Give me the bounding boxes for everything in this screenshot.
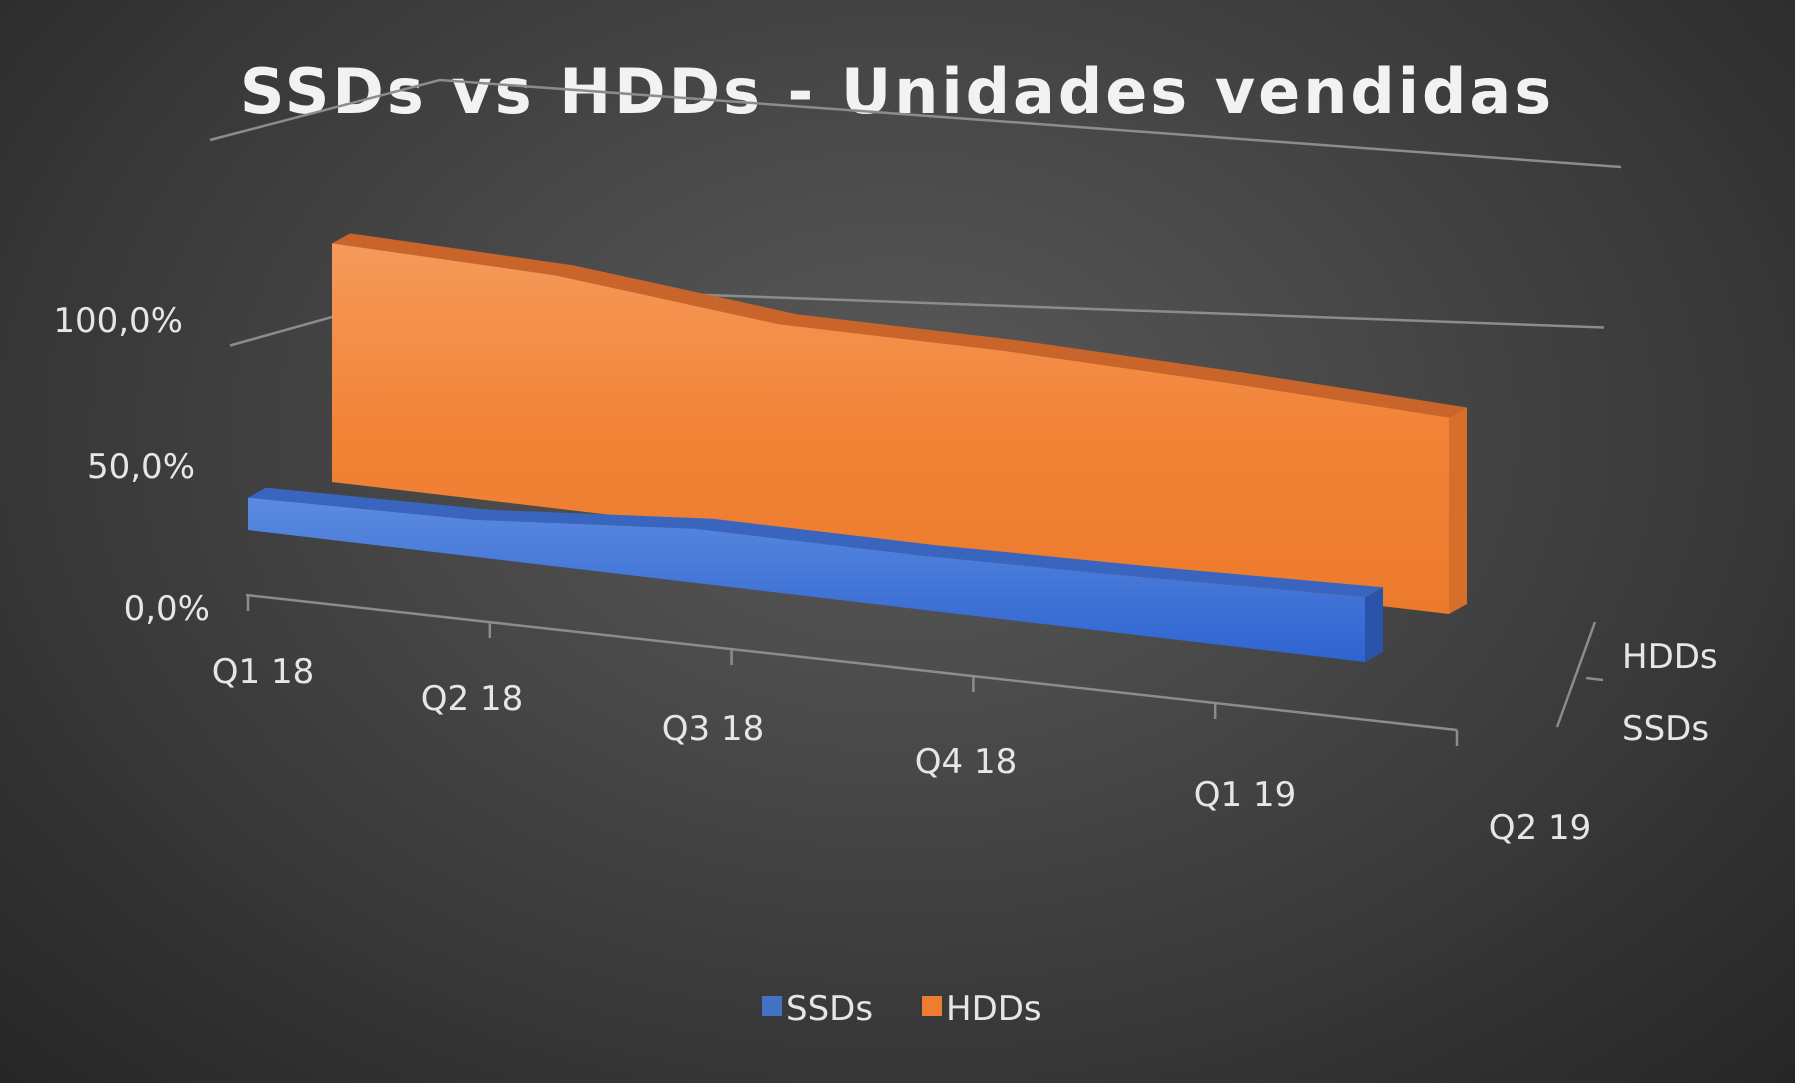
x-tick-label: Q2 18 bbox=[421, 679, 523, 719]
hdds-area-side-face bbox=[1449, 407, 1467, 614]
y-tick-label: 0,0% bbox=[124, 589, 210, 629]
chart-title: SSDs vs HDDs - Unidades vendidas bbox=[240, 55, 1554, 128]
depth-label-ssds: SSDs bbox=[1622, 709, 1709, 749]
gridline-100 bbox=[209, 78, 1622, 169]
x-tick-label: Q2 19 bbox=[1489, 808, 1591, 848]
legend-swatch-hdds bbox=[922, 996, 942, 1016]
depth-axis-line bbox=[1555, 621, 1597, 728]
axes: 0,0% 50,0% 100,0% Q1 18 Q2 18 Q3 18 Q4 18 Q1 19… bbox=[53, 301, 1717, 848]
ssds-area-top-face bbox=[248, 487, 1383, 598]
x-tick-label: Q1 19 bbox=[1194, 775, 1296, 815]
ssds-area-side-face bbox=[1365, 587, 1383, 662]
x-axis-line bbox=[245, 593, 1458, 732]
x-tick-label: Q4 18 bbox=[915, 742, 1017, 782]
series-ssds bbox=[248, 487, 1383, 662]
x-tick-label: Q1 18 bbox=[212, 652, 314, 692]
depth-label-hdds: HDDs bbox=[1622, 637, 1718, 677]
legend: SSDs HDDs bbox=[762, 989, 1042, 1029]
hdds-area-front-face bbox=[332, 243, 1449, 614]
hdds-area-top-face bbox=[332, 233, 1467, 418]
depth-tick bbox=[1585, 676, 1604, 682]
ssds-area-front-face bbox=[248, 497, 1365, 662]
x-tick-label: Q3 18 bbox=[662, 709, 764, 749]
legend-label-hdds: HDDs bbox=[946, 989, 1042, 1029]
legend-swatch-ssds bbox=[762, 996, 782, 1016]
y-tick-label: 50,0% bbox=[87, 447, 195, 487]
legend-label-ssds: SSDs bbox=[786, 989, 873, 1029]
series-hdds bbox=[332, 233, 1467, 614]
y-tick-label: 100,0% bbox=[53, 301, 183, 341]
